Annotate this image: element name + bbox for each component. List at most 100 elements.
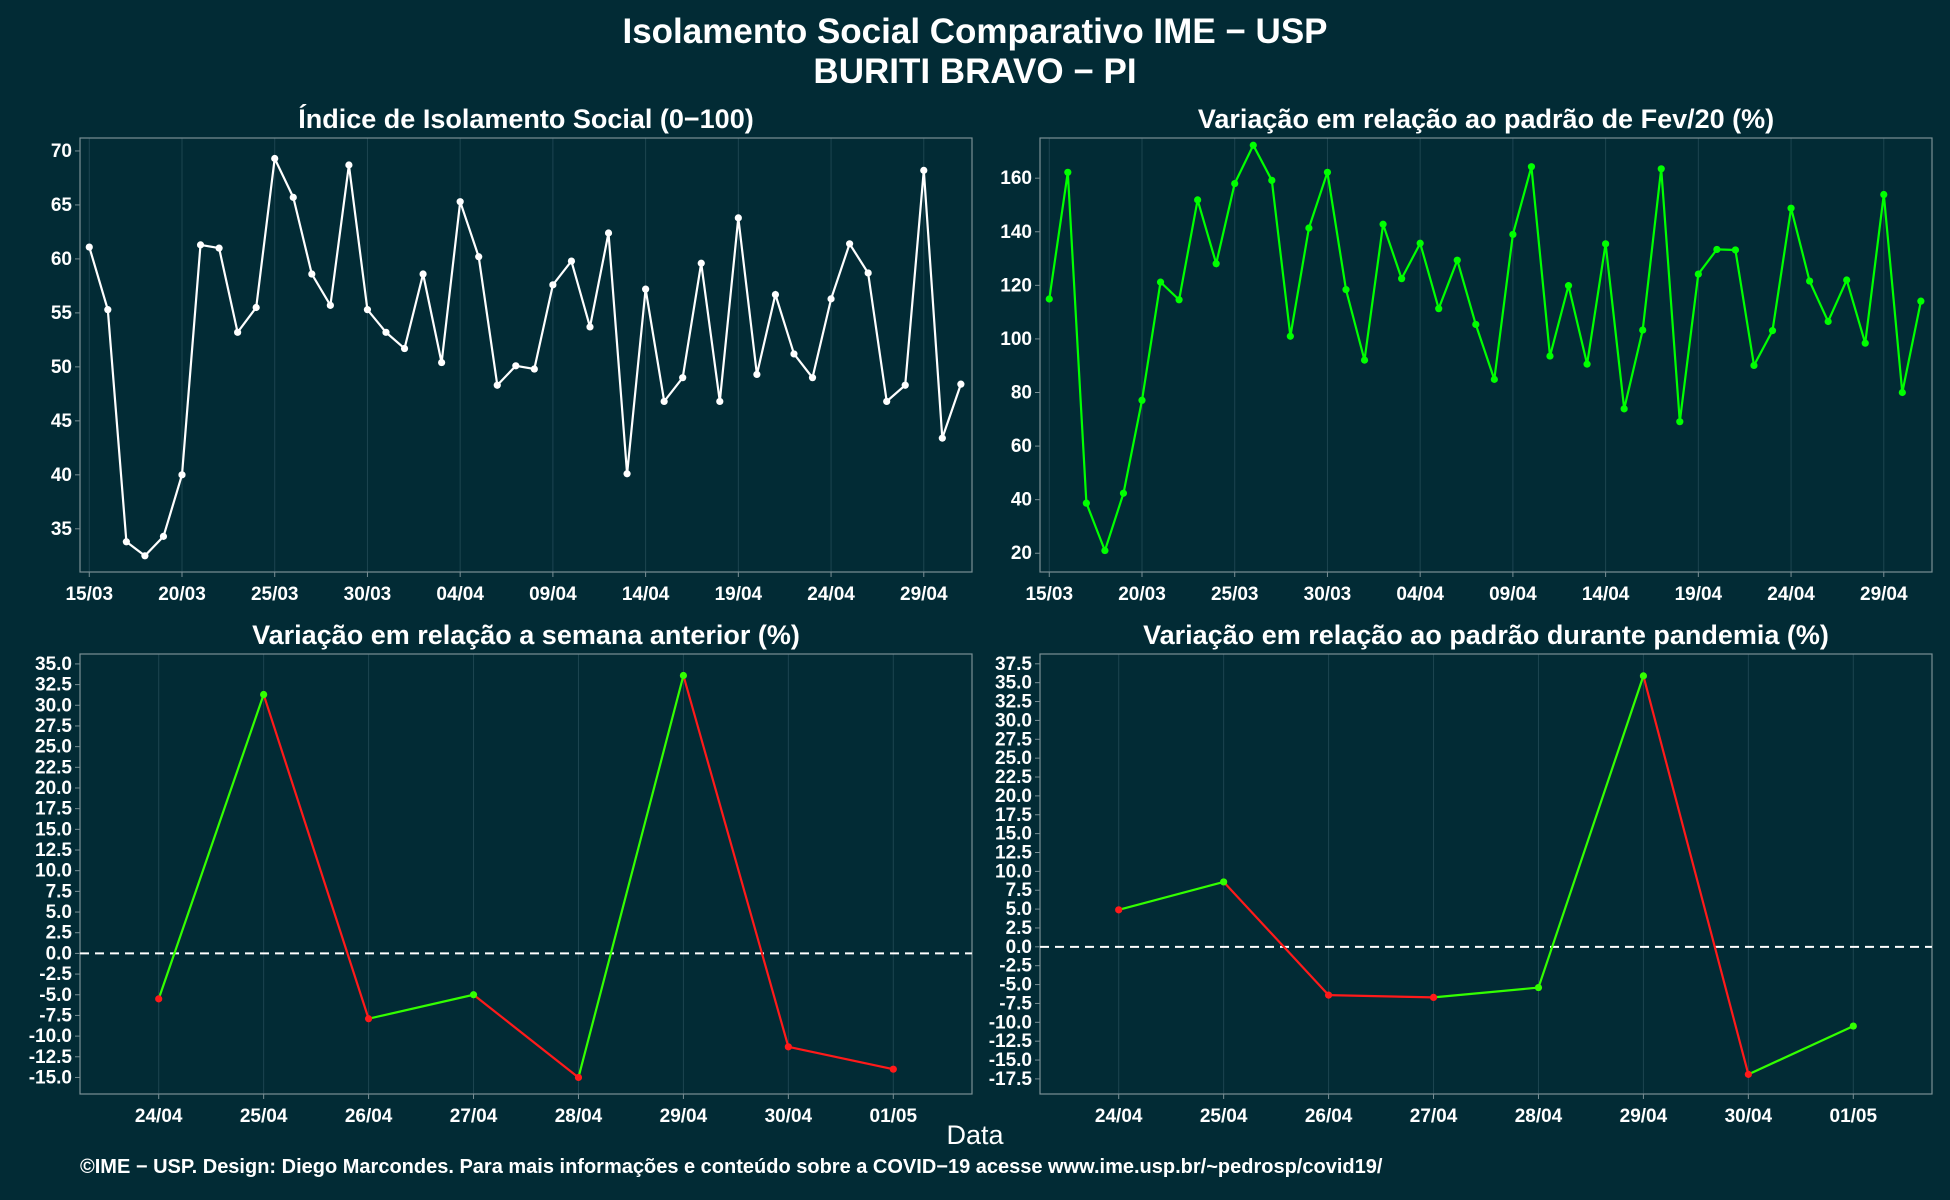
x-tick-label: 15/03 bbox=[65, 584, 113, 605]
data-point bbox=[438, 358, 446, 367]
y-tick-label: 160 bbox=[1000, 168, 1032, 189]
y-tick-label: 15.0 bbox=[35, 819, 72, 840]
x-tick-label: 09/04 bbox=[529, 584, 577, 605]
y-tick-label: 50 bbox=[51, 357, 72, 378]
y-tick-label: -2.5 bbox=[999, 956, 1032, 977]
y-tick-label: 30.0 bbox=[995, 710, 1032, 731]
panel-1-title: Índice de Isolamento Social (0−100) bbox=[298, 104, 754, 134]
data-point bbox=[1768, 327, 1777, 335]
data-point bbox=[753, 370, 761, 379]
x-tick-label: 29/04 bbox=[1620, 1106, 1668, 1127]
data-point bbox=[1212, 260, 1220, 268]
data-point bbox=[771, 290, 780, 299]
data-point bbox=[1880, 190, 1888, 199]
data-point bbox=[475, 253, 483, 261]
data-point bbox=[1546, 352, 1554, 360]
y-tick-label: 2.5 bbox=[46, 923, 73, 944]
y-tick-label: 7.5 bbox=[46, 881, 73, 902]
y-tick-label: 100 bbox=[1000, 329, 1032, 350]
data-point bbox=[827, 295, 835, 303]
data-point bbox=[1694, 270, 1702, 278]
figure-subtitle: BURITI BRAVO − PI bbox=[813, 52, 1137, 91]
data-point bbox=[716, 397, 724, 406]
segment-increase bbox=[577, 675, 685, 1078]
y-tick-label: -15.0 bbox=[989, 1050, 1032, 1071]
y-tick-label: 40 bbox=[51, 465, 72, 486]
segment-decrease bbox=[1642, 675, 1750, 1075]
data-point bbox=[604, 229, 613, 237]
y-tick-label: 32.5 bbox=[995, 692, 1032, 713]
y-tick-label: 30.0 bbox=[35, 695, 72, 716]
x-tick-label: 30/03 bbox=[1304, 584, 1352, 605]
data-point bbox=[1806, 277, 1814, 285]
data-point bbox=[660, 397, 668, 406]
segment-increase bbox=[157, 694, 265, 1000]
data-point bbox=[252, 303, 260, 312]
data-point bbox=[889, 1065, 897, 1073]
y-tick-label: 60 bbox=[1011, 436, 1032, 457]
x-tick-label: 30/04 bbox=[1725, 1106, 1773, 1127]
y-tick-label: 32.5 bbox=[35, 675, 72, 696]
data-point bbox=[1119, 489, 1128, 497]
x-tick-label: 26/04 bbox=[345, 1106, 393, 1127]
data-point bbox=[1429, 993, 1438, 1001]
data-point bbox=[1849, 1022, 1857, 1030]
y-tick-label: 22.5 bbox=[995, 767, 1032, 788]
data-point bbox=[1639, 326, 1647, 334]
segment-decrease bbox=[682, 675, 790, 1048]
data-point bbox=[512, 362, 520, 370]
x-tick-label: 30/03 bbox=[344, 584, 392, 605]
data-point bbox=[549, 281, 557, 289]
segment-increase bbox=[368, 993, 474, 1020]
data-point bbox=[1750, 361, 1758, 370]
y-tick-label: 80 bbox=[1011, 383, 1032, 404]
data-point bbox=[345, 161, 353, 169]
y-tick-label: 17.5 bbox=[995, 805, 1032, 826]
x-tick-label: 24/04 bbox=[1767, 584, 1815, 605]
data-point bbox=[1917, 297, 1925, 305]
data-point bbox=[469, 991, 478, 999]
y-tick-label: 65 bbox=[51, 195, 73, 216]
data-point bbox=[1534, 983, 1543, 992]
data-point bbox=[1268, 176, 1276, 184]
y-tick-label: 35 bbox=[51, 519, 73, 540]
y-tick-label: -12.5 bbox=[989, 1031, 1033, 1052]
x-tick-label: 19/04 bbox=[1675, 584, 1723, 605]
x-tick-label: 29/04 bbox=[900, 584, 948, 605]
x-tick-label: 29/04 bbox=[660, 1106, 708, 1127]
plot-frame-1 bbox=[1039, 137, 1933, 573]
data-point bbox=[1101, 546, 1109, 555]
x-tick-label: 28/04 bbox=[555, 1106, 603, 1127]
y-tick-label: 25.0 bbox=[35, 737, 72, 758]
y-tick-label: 22.5 bbox=[35, 757, 72, 778]
data-point bbox=[1323, 168, 1332, 176]
x-tick-label: 01/05 bbox=[1830, 1106, 1878, 1127]
x-tick-label: 04/04 bbox=[436, 584, 484, 605]
data-point bbox=[260, 690, 268, 699]
y-tick-label: 0.0 bbox=[46, 943, 72, 964]
data-point bbox=[1398, 275, 1406, 283]
y-tick-label: -2.5 bbox=[39, 964, 72, 985]
data-point bbox=[938, 434, 946, 442]
data-point bbox=[790, 350, 798, 358]
y-tick-label: -7.5 bbox=[999, 993, 1032, 1014]
data-point bbox=[1713, 245, 1721, 254]
y-tick-label: 10.0 bbox=[995, 861, 1032, 882]
x-tick-label: 04/04 bbox=[1396, 584, 1444, 605]
y-tick-label: -10.0 bbox=[29, 1026, 72, 1047]
segment-decrease bbox=[1328, 994, 1434, 999]
data-point bbox=[1360, 356, 1369, 364]
data-point bbox=[155, 995, 163, 1003]
data-point bbox=[1843, 276, 1851, 284]
data-point bbox=[1657, 165, 1665, 173]
x-tick-label: 14/04 bbox=[1582, 584, 1630, 605]
x-tick-label: 19/04 bbox=[715, 584, 763, 605]
data-point bbox=[901, 381, 909, 389]
y-tick-label: -17.5 bbox=[989, 1069, 1033, 1090]
y-tick-label: 25.0 bbox=[995, 748, 1032, 769]
x-tick-label: 20/03 bbox=[158, 584, 206, 605]
